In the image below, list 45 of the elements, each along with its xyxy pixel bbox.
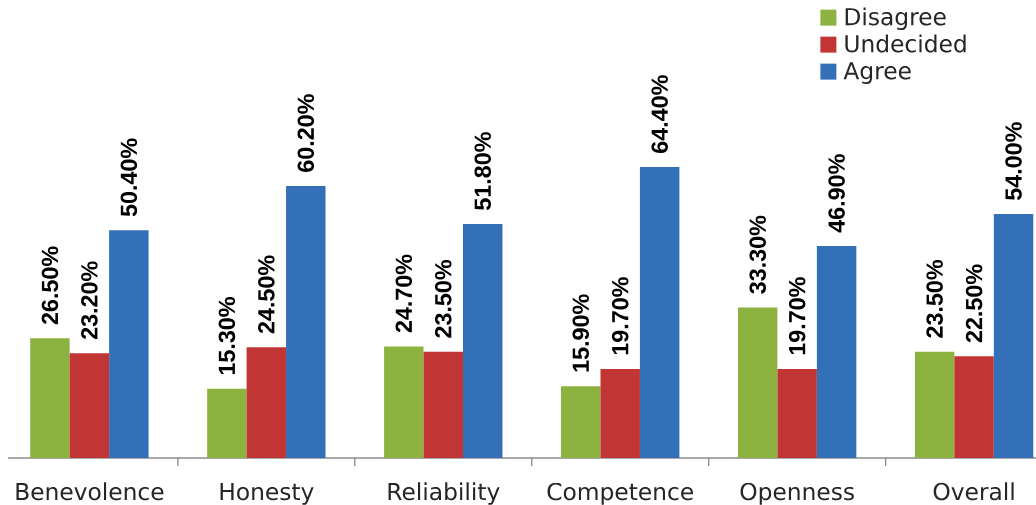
bar — [423, 351, 463, 458]
data-label: 60.20% — [297, 94, 315, 172]
bar — [993, 214, 1034, 458]
x-tick-label: Reliability — [388, 482, 500, 505]
bar — [954, 356, 994, 458]
data-label: 24.70% — [395, 254, 413, 333]
data-label: 26.50% — [41, 246, 59, 325]
data-label: 23.50% — [926, 260, 943, 338]
bar — [246, 347, 287, 458]
data-label: 33.30% — [749, 215, 766, 294]
bar — [286, 185, 326, 458]
bar — [816, 246, 857, 458]
x-tick-label: Benevolence — [16, 482, 164, 501]
bar — [109, 230, 149, 458]
data-label: 23.20% — [81, 261, 98, 340]
data-label: 64.40% — [651, 75, 668, 153]
legend-label: Disagree — [845, 7, 946, 30]
data-label: 23.50% — [434, 260, 452, 338]
bar — [207, 388, 247, 458]
bar — [600, 368, 640, 458]
bar — [914, 351, 955, 458]
data-label: 54.00% — [1005, 122, 1022, 201]
bar — [777, 368, 817, 458]
legend-label: Undecided — [845, 34, 966, 53]
bar — [30, 338, 70, 458]
x-tick-label: Honesty — [220, 483, 314, 505]
legend-label: Agree — [843, 62, 911, 84]
bar — [463, 223, 503, 458]
x-tick-label: Competence — [547, 482, 693, 505]
bar — [561, 386, 601, 458]
x-tick-label: Overall — [933, 482, 1014, 501]
bar — [737, 307, 778, 458]
data-label: 19.70% — [788, 277, 806, 355]
data-label: 46.90% — [828, 154, 845, 233]
data-label: 51.80% — [474, 132, 491, 210]
data-label: 19.70% — [611, 277, 629, 355]
data-label: 24.50% — [258, 255, 275, 334]
bar — [384, 346, 424, 458]
data-label: 15.30% — [218, 297, 236, 375]
data-label: 22.50% — [965, 264, 983, 343]
x-tick-label: Openness — [740, 482, 854, 505]
data-label: 15.90% — [572, 294, 590, 372]
data-label: 50.40% — [120, 138, 138, 217]
bar — [639, 167, 680, 458]
bar — [69, 353, 110, 458]
